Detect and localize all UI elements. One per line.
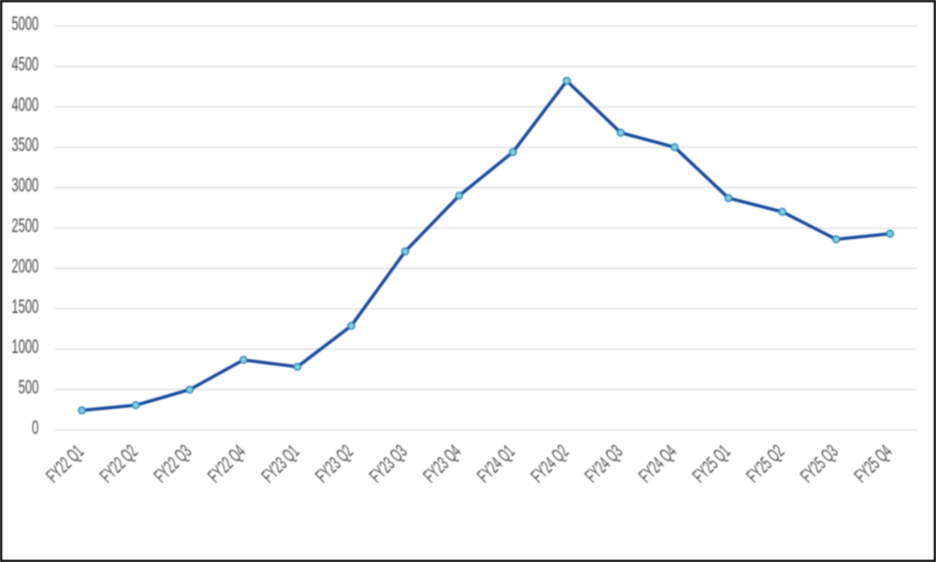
svg-text:4500: 4500 <box>12 55 39 75</box>
svg-text:5000: 5000 <box>12 15 39 35</box>
svg-text:0: 0 <box>32 419 39 439</box>
svg-text:2500: 2500 <box>12 217 39 237</box>
svg-text:500: 500 <box>18 378 38 398</box>
svg-text:3000: 3000 <box>12 176 39 196</box>
svg-text:3500: 3500 <box>12 136 39 156</box>
svg-text:4000: 4000 <box>12 95 39 115</box>
svg-text:1000: 1000 <box>12 338 39 358</box>
svg-text:1500: 1500 <box>12 297 39 317</box>
svg-text:2000: 2000 <box>12 257 39 277</box>
